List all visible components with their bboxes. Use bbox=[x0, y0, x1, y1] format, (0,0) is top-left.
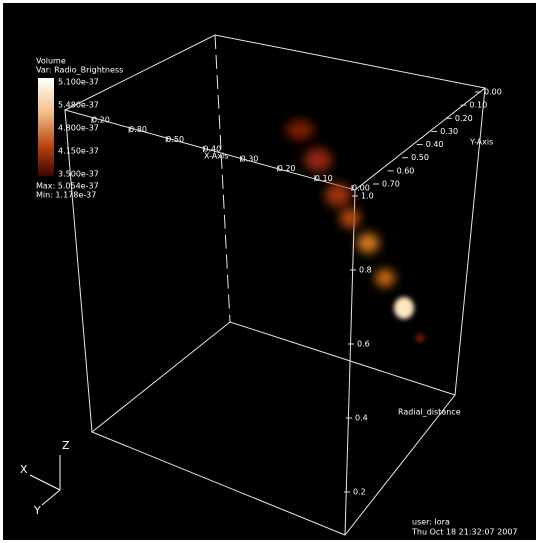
legend-max: Max: 5.054e-37 bbox=[36, 182, 99, 191]
legend-label: 4.800e-37 bbox=[58, 124, 99, 133]
z-tick-label: 0.2 bbox=[353, 488, 366, 497]
triad-x: X bbox=[20, 463, 28, 476]
triad-y: Y bbox=[33, 504, 41, 517]
date-label: Thu Oct 18 21:32:07 2007 bbox=[411, 528, 518, 537]
legend-label: 3.500e-37 bbox=[58, 170, 99, 179]
z-tick-label: 1.0 bbox=[361, 192, 374, 201]
y-axis-title: Y-Axis bbox=[469, 138, 493, 147]
y-tick-label: 0.50 bbox=[411, 153, 429, 162]
z-tick-label: 0.4 bbox=[355, 414, 368, 423]
triad bbox=[29, 455, 61, 506]
colorbar bbox=[38, 78, 54, 176]
user-label: user: lora bbox=[412, 518, 450, 527]
y-tick-label: 0.30 bbox=[440, 127, 458, 136]
x-tick-label: 0.10 bbox=[315, 174, 333, 183]
z-tick-label: 0.8 bbox=[359, 266, 372, 275]
x-tick-label: 0.80 bbox=[129, 125, 147, 134]
triad-z: Z bbox=[62, 439, 70, 452]
y-tick-label: 0.70 bbox=[382, 180, 400, 189]
x-tick-label: 0.50 bbox=[166, 135, 184, 144]
y-tick-label: 0.60 bbox=[397, 166, 415, 175]
x-tick-label: 0.40 bbox=[203, 145, 221, 154]
legend-min: Min: 1.178e-37 bbox=[36, 191, 96, 200]
legend-label: 5.480e-37 bbox=[58, 101, 99, 110]
y-tick-label: 0.10 bbox=[469, 101, 487, 110]
x-axis-title: X-Axis bbox=[204, 152, 228, 161]
y-tick-label: 0.40 bbox=[426, 140, 444, 149]
legend-title: Volume bbox=[36, 57, 66, 66]
background bbox=[3, 3, 536, 540]
legend-variable: Var: Radio_Brightness bbox=[36, 66, 123, 75]
bounding-box bbox=[63, 34, 487, 536]
volume-rendering bbox=[286, 120, 425, 342]
y-tick-label: 0.00 bbox=[484, 88, 502, 97]
x-tick-label: 0.30 bbox=[241, 154, 259, 163]
legend-label: 5.100e-37 bbox=[58, 78, 99, 87]
z-axis-title: Radial_distance bbox=[398, 408, 461, 417]
z-tick-label: 0.6 bbox=[357, 340, 370, 349]
legend-label: 4.150e-37 bbox=[58, 147, 99, 156]
x-tick-label: 0.00 bbox=[352, 184, 370, 193]
x-tick-label: 0.20 bbox=[278, 164, 296, 173]
x-tick-label: 0.20 bbox=[92, 116, 110, 125]
y-tick-label: 0.20 bbox=[455, 114, 473, 123]
